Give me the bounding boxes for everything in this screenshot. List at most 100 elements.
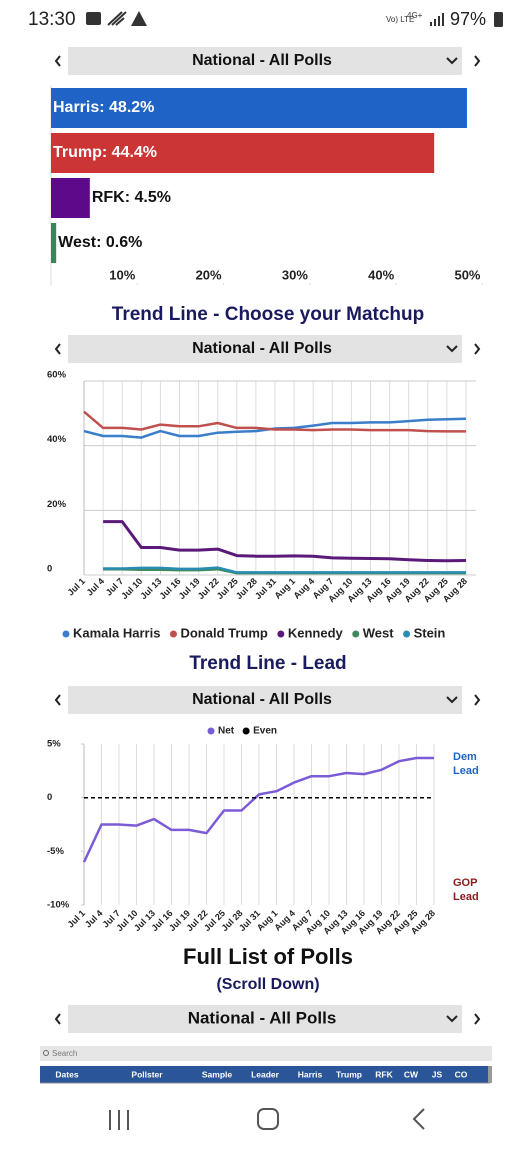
- series-line: [103, 520, 467, 563]
- selector-label: National - All Polls: [192, 691, 332, 708]
- nav-back[interactable]: [412, 1108, 425, 1130]
- column-header: Trump: [336, 1069, 362, 1079]
- column-header: RFK: [375, 1069, 393, 1079]
- legend-label: Net: [218, 726, 235, 737]
- x-tick-label: 30%: [282, 267, 308, 282]
- y-tick-label: 0: [47, 564, 52, 575]
- value-label: Harris: 48.2%: [53, 99, 154, 116]
- y-tick-label: 40%: [47, 434, 67, 445]
- x-tick-label: 40%: [368, 267, 394, 282]
- series-line: [103, 566, 466, 574]
- prev-button[interactable]: [54, 55, 61, 67]
- x-tick-label: 50%: [454, 267, 480, 282]
- annotation: GOP Lead: [453, 877, 479, 903]
- prev-button[interactable]: [54, 1013, 61, 1025]
- column-header: Sample: [202, 1069, 233, 1079]
- selector-label: National - All Polls: [188, 1008, 337, 1027]
- y-tick-label: -5%: [47, 846, 64, 857]
- legend-swatch: [242, 727, 250, 735]
- next-button[interactable]: [474, 343, 481, 355]
- selector[interactable]: [68, 47, 462, 75]
- next-button[interactable]: [474, 55, 481, 67]
- dropdown-chevron: [446, 696, 458, 704]
- app-icon: [107, 11, 127, 26]
- column-header: Dates: [55, 1069, 78, 1079]
- prev-button[interactable]: [54, 694, 61, 706]
- value-label: West: 0.6%: [58, 234, 142, 251]
- selector[interactable]: [68, 335, 462, 363]
- bar: [51, 133, 435, 173]
- x-tick-label: 10%: [109, 267, 135, 282]
- legend-label: Even: [253, 726, 277, 737]
- legend-swatch: [352, 630, 360, 638]
- legend-label: Kamala Harris: [73, 625, 160, 640]
- column-header: Leader: [251, 1069, 280, 1079]
- gallery-icon: [86, 12, 101, 25]
- x-tick-label: Jul 31: [253, 576, 278, 601]
- next-button[interactable]: [474, 694, 481, 706]
- bar: [51, 178, 90, 218]
- legend-swatch: [403, 630, 411, 638]
- section-title: Full List of Polls: [183, 944, 353, 969]
- table-header: [40, 1066, 490, 1083]
- nav-home[interactable]: [257, 1108, 279, 1130]
- x-tick-label: 20%: [196, 267, 222, 282]
- nav-recent[interactable]: [109, 1110, 129, 1130]
- status-signal-type: 4G+: [407, 11, 423, 20]
- status-battery: 97%: [450, 9, 486, 29]
- x-tick-label: Aug 1: [272, 576, 297, 601]
- legend-label: Donald Trump: [180, 625, 267, 640]
- y-tick-label: 60%: [47, 370, 67, 381]
- legend-swatch: [62, 630, 70, 638]
- selector-label: National - All Polls: [192, 340, 332, 357]
- section-title: Trend Line - Lead: [189, 653, 346, 674]
- selector[interactable]: [68, 1005, 462, 1033]
- bar: [51, 223, 57, 263]
- legend-label: Stein: [414, 625, 446, 640]
- search-icon: [43, 1050, 49, 1056]
- y-tick-label: 0: [47, 792, 52, 803]
- selector-label: National - All Polls: [192, 52, 332, 69]
- next-button[interactable]: [474, 1013, 481, 1025]
- section-title: Trend Line - Choose your Matchup: [112, 304, 424, 325]
- legend-label: West: [363, 625, 394, 640]
- battery-icon: [494, 12, 503, 27]
- dropdown-chevron: [446, 1015, 458, 1023]
- series-line: [82, 756, 434, 863]
- column-header: CO: [455, 1069, 468, 1079]
- legend-swatch: [207, 727, 215, 735]
- dropdown-chevron: [446, 345, 458, 353]
- scrollbar: [488, 1066, 492, 1083]
- x-tick-label: Aug 4: [292, 576, 317, 601]
- legend-swatch: [277, 630, 285, 638]
- x-tick-label: Jul 4: [83, 908, 105, 930]
- annotation: Dem Lead: [453, 751, 479, 777]
- column-header: Pollster: [131, 1069, 163, 1079]
- dropdown-chevron: [446, 57, 458, 65]
- column-header: Harris: [298, 1069, 323, 1079]
- x-tick-label: Jul 1: [66, 908, 88, 930]
- status-network: Vo) LTE: [386, 15, 414, 24]
- series-line: [83, 410, 466, 433]
- legend-label: Kennedy: [288, 625, 344, 640]
- section-subtitle: (Scroll Down): [216, 976, 319, 993]
- search-placeholder: Search: [52, 1049, 77, 1058]
- column-header: JS: [432, 1069, 443, 1079]
- prev-button[interactable]: [54, 343, 61, 355]
- y-tick-label: 20%: [47, 499, 67, 510]
- signal-icon: [430, 13, 444, 26]
- warning-icon: [131, 11, 147, 26]
- x-tick-label: Jul 1: [66, 576, 88, 598]
- value-label: Trump: 44.4%: [53, 144, 157, 161]
- y-tick-label: -10%: [47, 900, 70, 911]
- status-time: 13:30: [28, 9, 76, 30]
- legend-swatch: [169, 630, 177, 638]
- column-header: CW: [404, 1069, 419, 1079]
- x-tick-label: Jul 4: [85, 576, 107, 598]
- value-label: RFK: 4.5%: [92, 189, 171, 206]
- search-box[interactable]: [40, 1046, 492, 1061]
- selector[interactable]: [68, 686, 462, 714]
- bar: [51, 88, 467, 128]
